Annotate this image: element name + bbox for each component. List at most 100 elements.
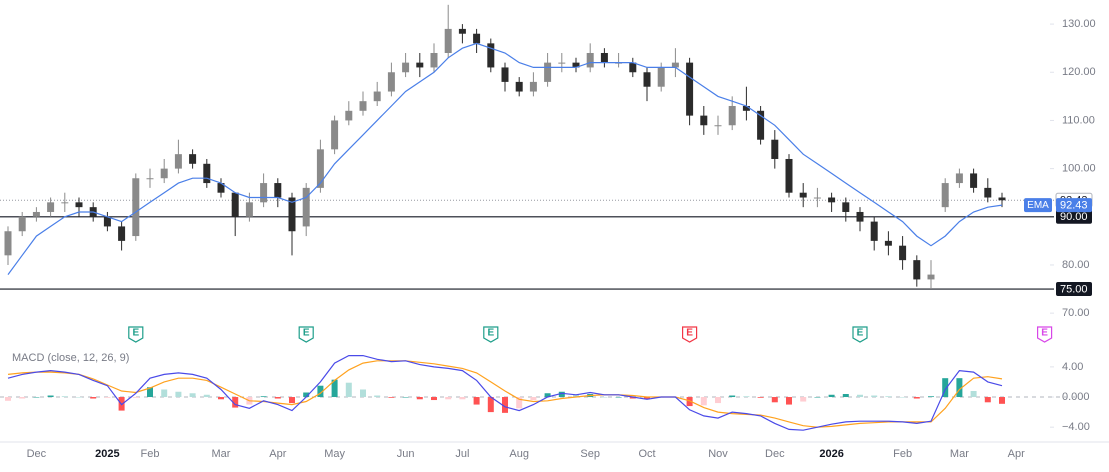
- candle-body: [544, 62, 552, 82]
- histogram-bar: [19, 397, 26, 399]
- histogram-bar: [857, 394, 863, 398]
- x-tick-label: Apr: [269, 448, 286, 460]
- level-label: 90.00: [1060, 211, 1088, 223]
- candle-body: [260, 183, 268, 203]
- candle-body: [884, 240, 892, 246]
- histogram-bar: [445, 397, 452, 400]
- candle-body: [572, 62, 580, 68]
- histogram-bar: [700, 397, 707, 406]
- candle-body: [103, 216, 111, 227]
- x-tick-label: Mar: [212, 448, 231, 460]
- histogram-bar: [289, 397, 295, 404]
- histogram-bar: [800, 397, 807, 402]
- candle-body: [629, 62, 637, 73]
- y-tick-label: 80.00: [1062, 259, 1090, 271]
- candle-body: [842, 202, 850, 212]
- x-tick-label: May: [324, 448, 345, 460]
- candle-body: [245, 202, 253, 217]
- histogram-bar: [331, 379, 338, 398]
- histogram-bar: [232, 397, 239, 408]
- candle-body: [430, 52, 438, 68]
- macd-title: MACD (close, 12, 26, 9): [12, 352, 129, 364]
- candle-body: [331, 120, 339, 150]
- ema-value: 92.43: [1060, 199, 1088, 211]
- signal-line: [7, 360, 1003, 428]
- histogram-bar: [814, 397, 821, 398]
- histogram-bar: [161, 389, 168, 398]
- histogram-bar: [317, 385, 324, 398]
- histogram-bar: [487, 397, 494, 413]
- histogram-bar: [786, 397, 792, 405]
- macd-y-tick-label: 0.000: [1062, 391, 1090, 403]
- histogram-bar: [629, 397, 636, 399]
- level-tag: [1056, 282, 1092, 297]
- candle-body: [302, 187, 310, 227]
- x-tick-label: Feb: [141, 448, 160, 460]
- x-tick-label: Aug: [509, 448, 529, 460]
- histogram-bar: [61, 396, 68, 398]
- x-tick-label: Jun: [397, 448, 415, 460]
- histogram-bar: [218, 397, 224, 400]
- event-label: E: [857, 328, 864, 339]
- candle-body: [515, 81, 523, 92]
- event-badge: [682, 326, 698, 343]
- macd-line: [7, 355, 1003, 431]
- histogram-bar: [644, 397, 650, 400]
- histogram-bar: [416, 397, 423, 400]
- candle-body: [473, 33, 481, 44]
- candle-body: [32, 211, 40, 217]
- candle-body: [501, 67, 509, 82]
- histogram-bar: [431, 397, 437, 401]
- x-tick-label: 2025: [95, 448, 119, 460]
- candle-body: [828, 197, 836, 203]
- ema-name: EMA: [1027, 200, 1049, 211]
- histogram-bar: [76, 397, 82, 398]
- event-badge: [852, 326, 868, 343]
- event-badge: [128, 326, 144, 343]
- histogram-bar: [757, 397, 764, 398]
- x-tick-label: Dec: [27, 448, 47, 460]
- level-tag: [1056, 209, 1092, 224]
- histogram-bar: [374, 395, 381, 398]
- x-tick-label: Nov: [708, 448, 728, 460]
- candle-body: [373, 91, 381, 102]
- candle-body: [18, 216, 26, 232]
- candle-body: [927, 274, 935, 280]
- histogram-bar: [942, 378, 949, 398]
- histogram-bar: [999, 397, 1005, 404]
- candle-body: [671, 62, 679, 68]
- candle-body: [771, 139, 779, 159]
- event-label: E: [1041, 328, 1048, 339]
- x-tick-label: Apr: [1008, 448, 1025, 460]
- event-badge: [483, 326, 499, 343]
- histogram-bar: [203, 394, 210, 398]
- histogram-bar: [544, 393, 551, 398]
- candle-body: [402, 62, 410, 73]
- candle-body: [4, 231, 12, 256]
- candle-body: [728, 105, 736, 126]
- histogram-bar: [132, 397, 139, 398]
- candle-body: [444, 28, 452, 53]
- candle-body: [203, 163, 211, 184]
- histogram-bar: [956, 378, 963, 398]
- histogram-bar: [33, 397, 40, 398]
- candle-body: [913, 260, 921, 280]
- candle-body: [870, 221, 878, 241]
- histogram-bar: [189, 393, 196, 398]
- candle-body: [458, 28, 466, 34]
- candle-body: [657, 67, 665, 87]
- candle-body: [785, 158, 793, 193]
- macd-y-tick-label: 4.00: [1062, 361, 1083, 373]
- histogram-bar: [459, 397, 466, 400]
- candle-body: [146, 178, 154, 180]
- y-tick-label: 100.00: [1062, 163, 1096, 175]
- histogram-bar: [303, 392, 310, 398]
- candle-body: [416, 62, 424, 68]
- event-label: E: [303, 328, 310, 339]
- histogram-bar: [47, 395, 54, 398]
- histogram-bar: [885, 396, 892, 398]
- histogram-bar: [573, 394, 579, 398]
- event-label: E: [487, 328, 494, 339]
